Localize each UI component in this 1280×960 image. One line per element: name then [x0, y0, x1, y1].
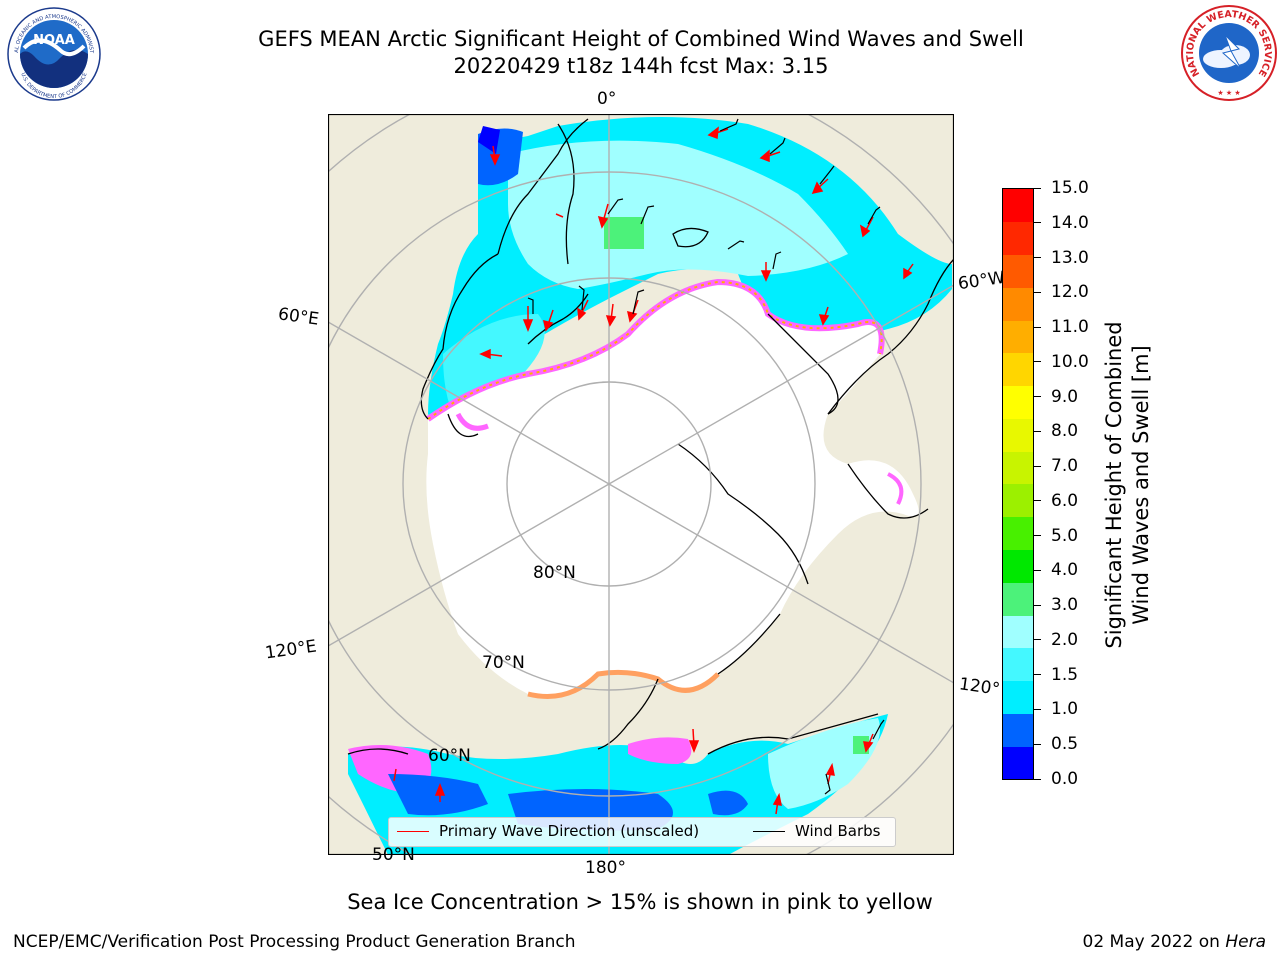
- colorbar-segment: [1003, 680, 1033, 714]
- footer-date-text: 02 May 2022 on: [1082, 932, 1226, 952]
- lon-label-120e: 120°E: [263, 636, 318, 664]
- colorbar-segment: [1003, 516, 1033, 551]
- baltic-deep: [478, 126, 500, 154]
- colorbar-segment: [1003, 647, 1033, 682]
- lon-label-120w: 120°: [957, 674, 1002, 700]
- lat-label-50n: 50°N: [372, 845, 415, 865]
- colorbar-segment: [1003, 254, 1033, 288]
- colorbar-segment: [1003, 713, 1033, 747]
- colorbar-tick-label: 0.5: [1034, 734, 1078, 754]
- colorbar-tick-label: 0.0: [1034, 769, 1078, 789]
- colorbar-tick-label: 1.0: [1034, 699, 1078, 719]
- colorbar-segment: [1003, 320, 1033, 354]
- waves-3m-patch: [604, 217, 644, 249]
- colorbar-tick-label: 8.0: [1034, 421, 1078, 441]
- colorbar-tick-label: 10.0: [1034, 352, 1089, 372]
- wave-direction-swatch: [397, 831, 429, 832]
- wind-barb-swatch: [753, 831, 785, 832]
- footer-machine: Hera: [1225, 932, 1266, 952]
- lat-label-70n: 70°N: [482, 653, 525, 673]
- svg-text:★ ★ ★: ★ ★ ★: [1217, 89, 1240, 97]
- legend-wave-direction-label: Primary Wave Direction (unscaled): [439, 822, 700, 840]
- arctic-sea-ice: [426, 282, 919, 697]
- colorbar-tick-label: 12.0: [1034, 282, 1089, 302]
- legend-item-wave-direction: Primary Wave Direction (unscaled): [397, 822, 699, 840]
- noaa-logo-text: NOAA: [33, 33, 75, 48]
- colorbar-segment: [1003, 451, 1033, 485]
- wind-barbs: [527, 118, 885, 795]
- colorbar-label-line2: Wind Waves and Swell [m]: [1129, 345, 1153, 625]
- colorbar-segment: [1003, 484, 1033, 518]
- coastlines: [347, 118, 954, 755]
- colorbar-segment: [1003, 418, 1033, 452]
- colorbar-segment: [1003, 221, 1033, 256]
- ice-edge-pacific: [527, 669, 720, 699]
- lon-label-60w: 60°W: [956, 267, 1007, 295]
- legend-wind-barbs-label: Wind Barbs: [795, 822, 881, 840]
- colorbar-tick-label: 2.0: [1034, 630, 1078, 650]
- chart-subtitle: 20220429 t18z 144h fcst Max: 3.15: [453, 54, 829, 78]
- colorbar-tick-label: 15.0: [1034, 178, 1089, 198]
- colorbar-tick-label: 13.0: [1034, 248, 1089, 268]
- chart-title: GEFS MEAN Arctic Significant Height of C…: [258, 27, 1024, 51]
- colorbar-tick-label: 1.5: [1034, 665, 1078, 685]
- footer-date: 02 May 2022 on Hera: [1083, 932, 1267, 952]
- colorbar-segment: [1003, 746, 1033, 780]
- colorbar-tick-label: 14.0: [1034, 213, 1089, 233]
- lon-label-180: 180°: [585, 858, 626, 878]
- colorbar-tick-label: 4.0: [1034, 560, 1078, 580]
- colorbar-tick-label: 11.0: [1034, 317, 1089, 337]
- colorbar-tick-label: 9.0: [1034, 387, 1078, 407]
- colorbar-segment: [1003, 582, 1033, 616]
- colorbar-segment: [1003, 549, 1033, 583]
- lat-label-60n: 60°N: [428, 746, 471, 766]
- lon-label-60e: 60°E: [276, 304, 321, 330]
- colorbar-segment: [1003, 615, 1033, 649]
- colorbar-tick-label: 3.0: [1034, 595, 1078, 615]
- polar-map: [328, 114, 954, 855]
- lat-label-80n: 80°N: [533, 563, 576, 583]
- colorbar-tick-label: 6.0: [1034, 491, 1078, 511]
- gulf-of-alaska-waves: [768, 718, 880, 809]
- legend-item-wind-barbs: Wind Barbs: [753, 822, 880, 840]
- lon-label-0: 0°: [597, 89, 617, 109]
- map-frame: [328, 114, 954, 855]
- colorbar-segment: [1003, 287, 1033, 321]
- nws-logo: NATIONAL WEATHER SERVICE ★ ★ ★: [1181, 5, 1277, 101]
- colorbar-segment: [1003, 385, 1033, 419]
- footer-credit: NCEP/EMC/Verification Post Processing Pr…: [13, 932, 576, 952]
- map-legend: Primary Wave Direction (unscaled) Wind B…: [388, 817, 896, 847]
- colorbar-segment: [1003, 189, 1033, 223]
- colorbar: [1002, 188, 1034, 780]
- colorbar-label: Significant Height of Combined Wind Wave…: [1101, 321, 1155, 648]
- ice-edge-atlantic-inner: [427, 280, 883, 420]
- bering-sea-ice: [628, 737, 692, 764]
- colorbar-tick-label: 7.0: [1034, 456, 1078, 476]
- colorbar-segment: [1003, 352, 1033, 387]
- noaa-logo: NATIONAL OCEANIC AND ATMOSPHERIC ADMINIS…: [4, 6, 101, 101]
- colorbar-tick-label: 5.0: [1034, 526, 1078, 546]
- atlantic-waves-2m: [508, 140, 848, 289]
- colorbar-label-line1: Significant Height of Combined: [1102, 321, 1126, 649]
- sea-ice-caption: Sea Ice Concentration > 15% is shown in …: [347, 890, 933, 914]
